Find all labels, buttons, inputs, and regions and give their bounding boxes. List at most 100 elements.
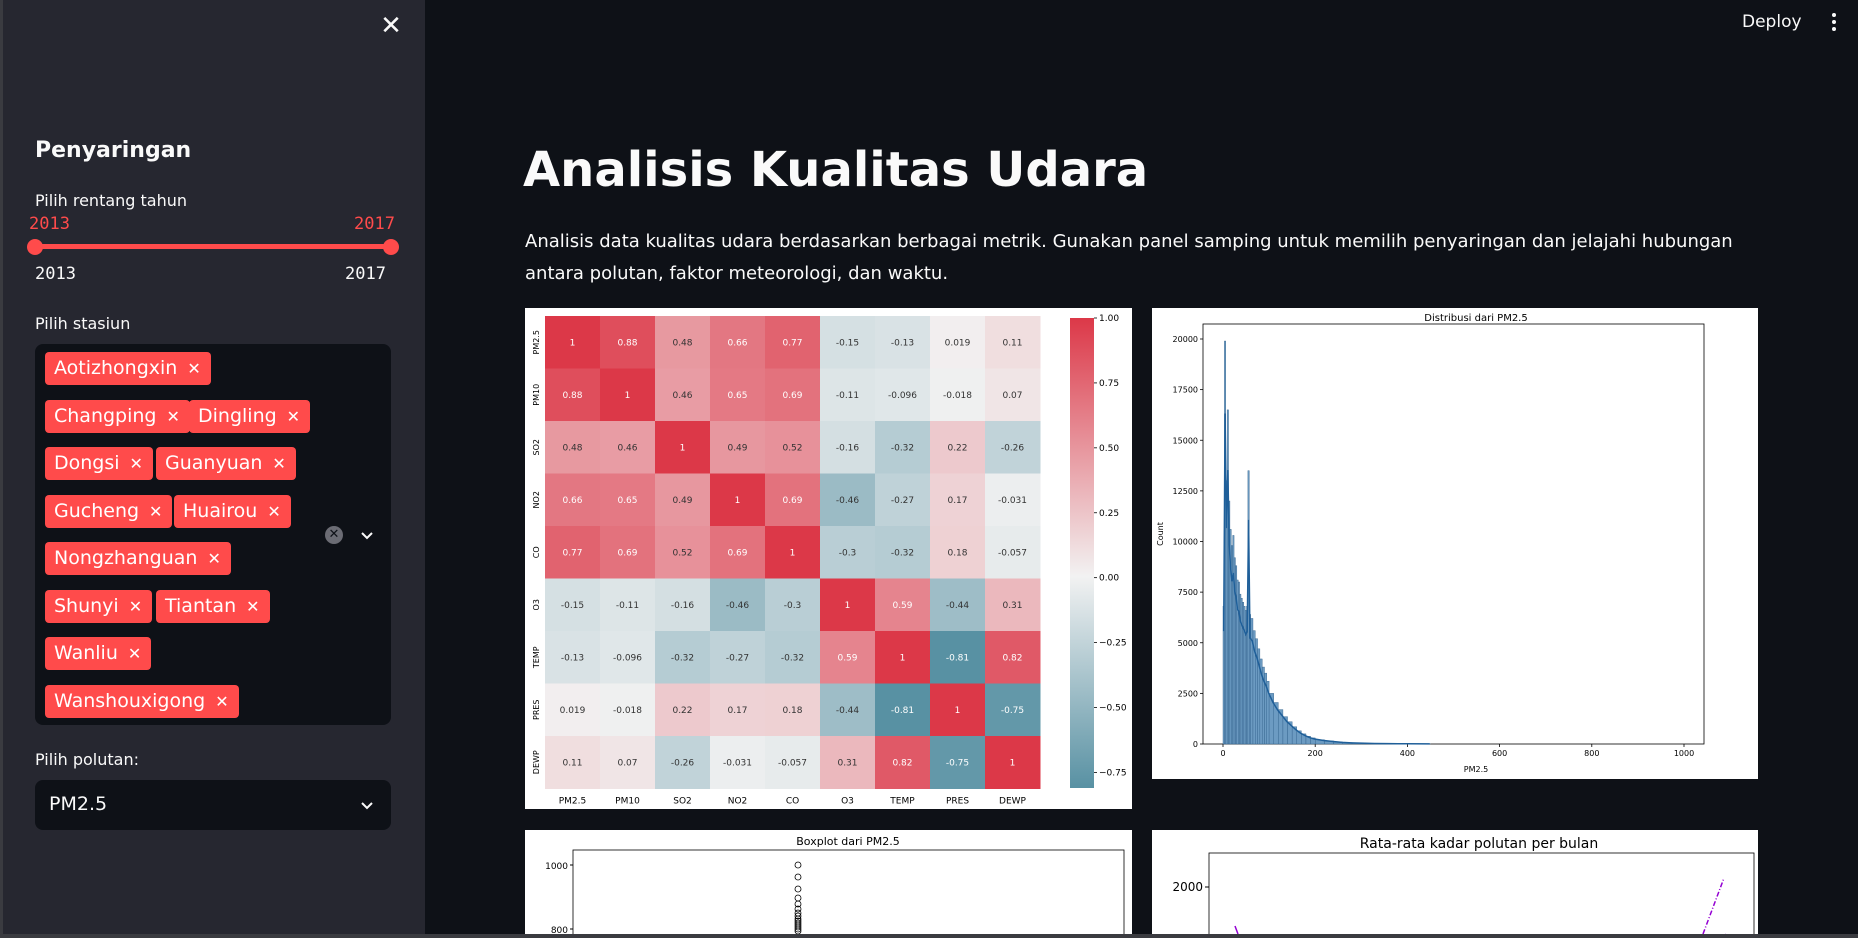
- remove-tag-icon[interactable]: ✕: [166, 407, 180, 426]
- station-tag[interactable]: Wanshouxigong ✕: [45, 685, 239, 718]
- y-tick-label: TEMP: [532, 646, 541, 669]
- y-tick-label: 2500: [1178, 689, 1198, 698]
- station-tag-label: Gucheng: [54, 500, 140, 522]
- page-title: Analisis Kualitas Udara: [523, 142, 1149, 198]
- heatmap-cell-value: 0.019: [560, 706, 586, 716]
- y-tick-label: DEWP: [532, 750, 541, 774]
- heatmap-cell: [930, 578, 986, 632]
- heatmap-cell-value: -0.13: [891, 338, 914, 348]
- station-tag[interactable]: Huairou ✕: [174, 495, 291, 528]
- histogram-bar: [1242, 602, 1244, 745]
- main-menu-icon[interactable]: [1830, 13, 1838, 35]
- heatmap-cell: [545, 578, 601, 632]
- outlier-point: [794, 923, 802, 931]
- histogram-bar: [1250, 618, 1254, 745]
- boxplot-panel: Boxplot dari PM2.5 1000 800: [525, 830, 1132, 934]
- heatmap-cell-value: 0.019: [945, 338, 971, 348]
- heatmap-cell: [600, 526, 656, 579]
- station-tag-label: Shunyi: [54, 595, 119, 617]
- remove-tag-icon[interactable]: ✕: [207, 549, 221, 568]
- heatmap-cell: [655, 421, 711, 474]
- y-tick-label: 0: [1193, 740, 1198, 749]
- heatmap-cell-value: -0.057: [778, 758, 807, 768]
- station-multiselect[interactable]: Aotizhongxin ✕ Changping ✕ Dingling ✕ Dongs…: [35, 344, 391, 725]
- heatmap-cell: [820, 316, 876, 369]
- heatmap-cell: [765, 421, 821, 474]
- heatmap-cell: [820, 736, 876, 789]
- remove-tag-icon[interactable]: ✕: [286, 407, 301, 426]
- chevron-down-icon[interactable]: [359, 528, 375, 544]
- remove-tag-icon[interactable]: ✕: [267, 502, 281, 521]
- clear-all-icon[interactable]: ✕: [325, 526, 343, 544]
- histogram-bar: [1243, 606, 1246, 745]
- heatmap-cell: [710, 421, 766, 474]
- plot-frame: [1202, 323, 1705, 745]
- heatmap-cell: [820, 368, 876, 422]
- outlier-point: [794, 912, 802, 920]
- heatmap-cell: [765, 316, 821, 369]
- sidebar: ✕ Penyaringan Pilih rentang tahun 2013 2…: [3, 0, 425, 934]
- chevron-down-icon[interactable]: [359, 798, 375, 814]
- heatmap-cell-value: -0.46: [726, 601, 750, 611]
- heatmap-cell: [820, 578, 876, 632]
- station-tag[interactable]: Wanliu ✕: [45, 637, 152, 670]
- station-tag[interactable]: Gucheng ✕: [45, 495, 173, 528]
- y-tick-label: 1000: [545, 862, 568, 872]
- remove-tag-icon[interactable]: ✕: [149, 502, 163, 521]
- kde-line: [1222, 413, 1430, 745]
- y-tick-label: 10000: [1173, 538, 1198, 547]
- station-tag[interactable]: Dingling ✕: [189, 400, 311, 433]
- remove-tag-icon[interactable]: ✕: [127, 644, 142, 663]
- station-tag[interactable]: Shunyi ✕: [45, 590, 153, 623]
- y-tick-label: O3: [532, 599, 541, 610]
- close-sidebar-icon[interactable]: ✕: [380, 11, 402, 41]
- station-tag-label: Aotizhongxin: [54, 357, 178, 379]
- series-line: [1702, 877, 1725, 934]
- remove-tag-icon[interactable]: ✕: [246, 597, 260, 616]
- heatmap-cell-value: -0.75: [946, 758, 969, 768]
- x-tick-label: CO: [786, 797, 799, 807]
- station-tag[interactable]: Nongzhanguan ✕: [45, 542, 231, 575]
- x-tick-label: SO2: [673, 797, 692, 807]
- heatmap-cell-value: 0.46: [672, 391, 692, 401]
- station-tag[interactable]: Tiantan ✕: [156, 590, 270, 623]
- y-tick-label: 2000: [1172, 880, 1203, 894]
- remove-tag-icon[interactable]: ✕: [215, 692, 229, 711]
- station-tag[interactable]: Changping ✕: [45, 400, 190, 433]
- heatmap-cell-value: 0.18: [947, 548, 967, 558]
- heatmap-cell: [545, 526, 601, 579]
- heatmap-cell-value: 0.59: [837, 653, 857, 663]
- heatmap-cell: [875, 473, 931, 527]
- year-start-thumb[interactable]: [27, 239, 43, 255]
- histogram-bar: [1226, 409, 1229, 745]
- x-tick-label: PM2.5: [559, 797, 587, 807]
- histogram-bar: [1244, 610, 1247, 745]
- year-range-slider[interactable]: [35, 244, 391, 249]
- heatmap-cell-value: -0.26: [671, 758, 695, 768]
- remove-tag-icon[interactable]: ✕: [129, 454, 143, 473]
- heatmap-cell: [875, 368, 931, 422]
- y-tick-label: 17500: [1173, 386, 1198, 395]
- heatmap-cell: [655, 683, 711, 737]
- station-tag[interactable]: Guanyuan ✕: [156, 447, 296, 480]
- heatmap-cell: [930, 683, 986, 737]
- heatmap-cell: [545, 736, 601, 789]
- colorbar-tick-label: 0.00: [1099, 574, 1119, 584]
- histogram-bar: [1240, 598, 1243, 745]
- pollutant-select[interactable]: PM2.5: [35, 780, 391, 830]
- heatmap-cell: [930, 316, 986, 369]
- heatmap-cell-value: -0.81: [946, 653, 969, 663]
- colorbar-tick-label: 0.50: [1099, 444, 1119, 454]
- heatmap-cell: [985, 473, 1041, 527]
- remove-tag-icon[interactable]: ✕: [128, 597, 143, 616]
- station-tag[interactable]: Aotizhongxin ✕: [45, 352, 211, 385]
- year-end-thumb[interactable]: [383, 239, 399, 255]
- remove-tag-icon[interactable]: ✕: [187, 359, 201, 378]
- station-tag[interactable]: Dongsi ✕: [45, 447, 153, 480]
- x-tick-label: DEWP: [999, 797, 1027, 807]
- heatmap-cell: [710, 316, 766, 369]
- remove-tag-icon[interactable]: ✕: [272, 454, 286, 473]
- deploy-button[interactable]: Deploy: [1742, 12, 1802, 32]
- heatmap-cell-value: -0.096: [888, 391, 917, 401]
